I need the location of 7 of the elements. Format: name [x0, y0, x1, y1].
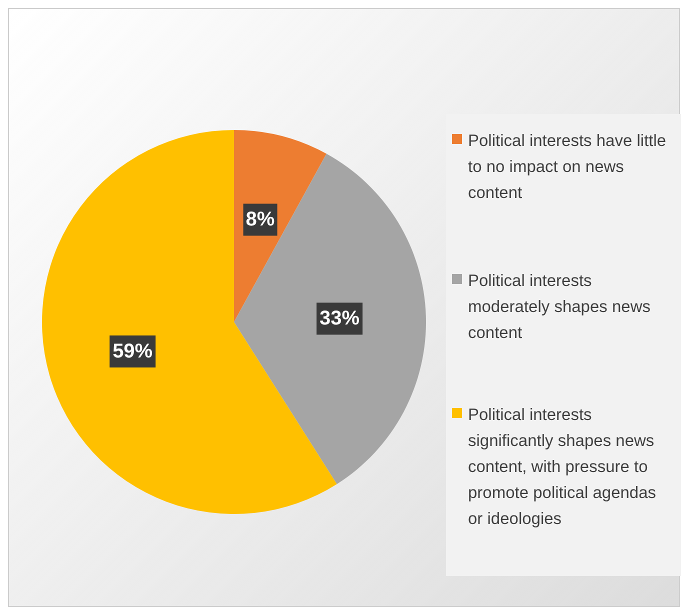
legend-label: Political interests have little to no impact on news content [468, 131, 668, 204]
data-label: 59% [112, 340, 153, 362]
data-label: 33% [320, 308, 360, 330]
data-label: 8% [246, 208, 275, 231]
legend-label: Political interests moderately shapes news content [468, 271, 652, 344]
pie-slice [234, 154, 426, 484]
legend-label: Political interests significantly shapes news content, with pressure to promote political agendas or ideologies [468, 405, 658, 530]
